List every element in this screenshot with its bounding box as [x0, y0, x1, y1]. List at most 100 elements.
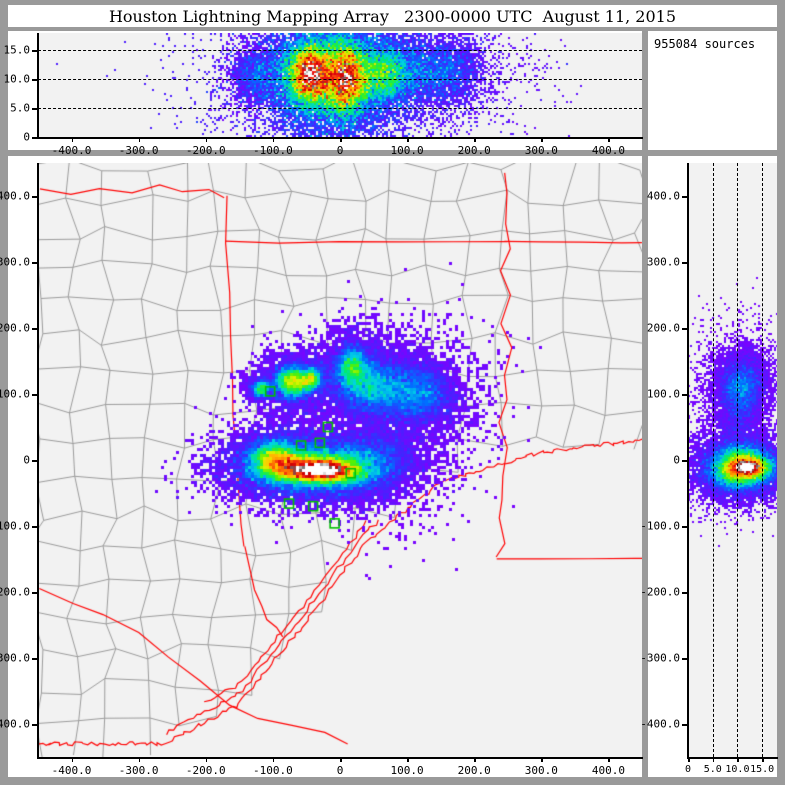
top-xaxis-label: -400.0	[51, 144, 92, 157]
map-yaxis-tick	[32, 526, 38, 528]
right-xaxis-tick	[762, 757, 764, 762]
map-xaxis-label: 200.0	[457, 764, 491, 777]
map-yaxis-tick	[32, 394, 38, 396]
right-yaxis-tick	[682, 592, 688, 594]
top-yaxis-tick	[32, 108, 38, 110]
axis-spine-bottom	[687, 757, 778, 759]
right-yaxis-tick	[682, 460, 688, 462]
top-yaxis-label: 15.0	[3, 43, 31, 57]
map-xaxis-tick	[541, 757, 543, 762]
top-yaxis-label: 0	[23, 130, 30, 144]
map-yaxis-label: -200.0	[0, 585, 30, 599]
map-yaxis-label: -100.0	[0, 519, 30, 533]
right-yaxis-label: 0	[673, 453, 680, 467]
top-gridline	[38, 108, 642, 110]
axis-spine-left	[37, 33, 39, 137]
right-xaxis-label: 0	[684, 764, 692, 775]
map-yaxis-tick	[32, 262, 38, 264]
map-yaxis-label: 100.0	[0, 387, 30, 401]
map-xaxis-label: 100.0	[390, 764, 424, 777]
top-xaxis-tick	[541, 137, 543, 142]
top-yaxis-tick	[32, 137, 38, 139]
map-xaxis-label: 0	[336, 764, 344, 777]
top-gridline	[38, 50, 642, 52]
map-xaxis-label: -100.0	[253, 764, 293, 777]
map-xaxis-label: 300.0	[524, 764, 558, 777]
top-xaxis-tick	[71, 137, 74, 142]
right-yaxis-label: 300.0	[646, 255, 680, 269]
map-yaxis-label: 0	[23, 453, 30, 467]
right-yaxis-tick	[682, 526, 688, 528]
right-yaxis-tick	[682, 394, 688, 396]
right-yaxis-tick	[682, 658, 688, 660]
map-xaxis-tick	[608, 757, 610, 762]
right-xaxis-tick	[688, 757, 690, 762]
top-xaxis-label: 300.0	[524, 144, 558, 157]
right-yaxis-tick	[682, 262, 688, 264]
map-xaxis-label: -200.0	[185, 764, 226, 777]
right-yaxis-label: 100.0	[646, 387, 680, 401]
right-xaxis-label: 10.0	[725, 764, 750, 775]
map-xaxis-label: 400.0	[591, 764, 625, 777]
map-yaxis-tick	[32, 196, 38, 198]
right-yaxis-tick	[682, 328, 688, 330]
map-yaxis-label: 400.0	[0, 189, 30, 203]
right-yaxis-label: -200.0	[640, 585, 680, 599]
map-yaxis-label: 200.0	[0, 321, 30, 335]
map-xaxis-tick	[272, 757, 275, 762]
plan-view-map-plot[interactable]	[38, 163, 642, 757]
top-xaxis-label: 0	[336, 144, 344, 157]
altitude-vs-east-west-plot[interactable]	[38, 33, 642, 137]
altitude-vs-north-south-plot[interactable]	[688, 163, 777, 757]
map-xaxis-label: -300.0	[118, 764, 159, 777]
map-yaxis-tick	[32, 658, 38, 660]
map-xaxis-tick	[407, 757, 409, 762]
map-yaxis-tick	[32, 724, 38, 726]
top-xaxis-label: 100.0	[390, 144, 424, 157]
map-yaxis-tick	[32, 460, 38, 462]
right-xaxis-label: 15.0	[750, 764, 775, 775]
map-xaxis-label: -400.0	[51, 764, 92, 777]
top-xaxis-tick	[272, 137, 275, 142]
right-xaxis-tick	[737, 757, 739, 762]
top-xaxis-label: 200.0	[457, 144, 491, 157]
right-yaxis-tick	[682, 724, 688, 726]
map-yaxis-label: -400.0	[0, 717, 30, 731]
map-xaxis-tick	[340, 757, 342, 762]
map-yaxis-label: 300.0	[0, 255, 30, 269]
figure-title-bar: Houston Lightning Mapping Array 2300-000…	[8, 5, 777, 27]
top-xaxis-label: -300.0	[118, 144, 159, 157]
top-xaxis-tick	[205, 137, 208, 142]
top-xaxis-tick	[407, 137, 409, 142]
map-yaxis-tick	[32, 592, 38, 594]
right-yaxis-label: 200.0	[646, 321, 680, 335]
map-xaxis-tick	[474, 757, 476, 762]
right-yaxis-label: 400.0	[646, 189, 680, 203]
top-xaxis-tick	[608, 137, 610, 142]
top-gridline	[38, 79, 642, 81]
source-count-panel	[648, 31, 777, 150]
right-yaxis-tick	[682, 196, 688, 198]
right-yaxis-label: -300.0	[640, 651, 680, 665]
map-xaxis-tick	[138, 757, 141, 762]
top-xaxis-label: -200.0	[185, 144, 226, 157]
top-xaxis-tick	[474, 137, 476, 142]
top-xaxis-label: 400.0	[591, 144, 625, 157]
map-xaxis-tick	[205, 757, 208, 762]
source-count-label: 955084 sources	[654, 37, 756, 51]
page-title: Houston Lightning Mapping Array 2300-000…	[108, 6, 677, 26]
top-xaxis-tick	[340, 137, 342, 142]
top-yaxis-tick	[32, 79, 38, 81]
map-xaxis-tick	[71, 757, 74, 762]
right-gridline	[737, 163, 739, 757]
right-yaxis-label: -400.0	[640, 717, 680, 731]
right-xaxis-tick	[712, 757, 715, 762]
top-yaxis-label: 10.0	[3, 72, 31, 86]
map-yaxis-label: -300.0	[0, 651, 30, 665]
top-yaxis-label: 5.0	[10, 101, 30, 115]
top-xaxis-tick	[138, 137, 141, 142]
right-xaxis-label: 5.0	[703, 764, 722, 775]
right-gridline	[712, 163, 714, 757]
map-yaxis-tick	[32, 328, 38, 330]
